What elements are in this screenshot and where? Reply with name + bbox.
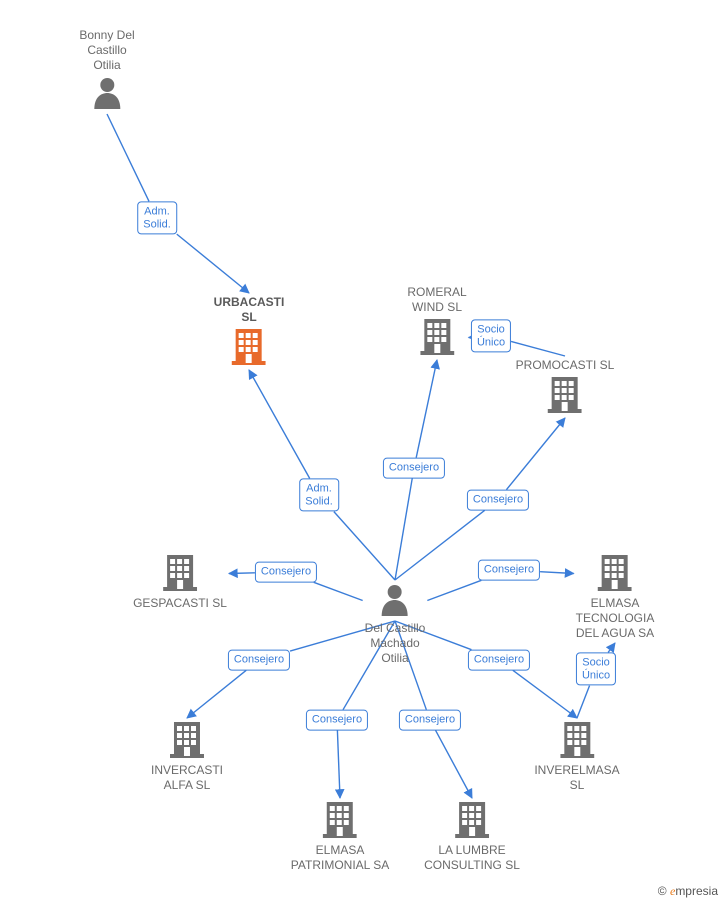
- node-label: INVERCASTI ALFA SL: [151, 763, 223, 793]
- edge-label: Consejero: [478, 560, 540, 581]
- building-icon: [151, 720, 223, 761]
- edge-label: Consejero: [467, 490, 529, 511]
- node-label: PROMOCASTI SL: [516, 358, 615, 373]
- node-bonny[interactable]: Bonny Del Castillo Otilia: [79, 28, 134, 112]
- edge-label: Socio Único: [576, 652, 616, 685]
- node-promocasti[interactable]: PROMOCASTI SL: [516, 358, 615, 416]
- building-icon: [516, 375, 615, 416]
- node-label: GESPACASTI SL: [133, 596, 227, 611]
- copyright-symbol: ©: [658, 884, 667, 898]
- node-elmasatec[interactable]: ELMASA TECNOLOGIA DEL AGUA SA: [576, 553, 655, 641]
- node-romeral[interactable]: ROMERAL WIND SL: [407, 285, 466, 358]
- node-invercasti[interactable]: INVERCASTI ALFA SL: [151, 720, 223, 793]
- node-gespacasti[interactable]: GESPACASTI SL: [133, 553, 227, 611]
- building-icon: [214, 327, 285, 368]
- edge-label: Adm. Solid.: [299, 478, 339, 511]
- node-label: ELMASA TECNOLOGIA DEL AGUA SA: [576, 596, 655, 641]
- node-elmasapat[interactable]: ELMASA PATRIMONIAL SA: [291, 800, 389, 873]
- edge-label: Socio Único: [471, 319, 511, 352]
- node-label: URBACASTI SL: [214, 295, 285, 325]
- node-label: INVERELMASA SL: [534, 763, 619, 793]
- person-icon: [365, 582, 426, 619]
- building-icon: [534, 720, 619, 761]
- building-icon: [424, 800, 520, 841]
- node-lumbre[interactable]: LA LUMBRE CONSULTING SL: [424, 800, 520, 873]
- edge-label: Consejero: [468, 650, 530, 671]
- copyright: © empresia: [658, 884, 718, 899]
- edge-label: Consejero: [255, 562, 317, 583]
- node-label: Del Castillo Machado Otilia: [365, 621, 426, 666]
- node-inverelmasa[interactable]: INVERELMASA SL: [534, 720, 619, 793]
- node-label: LA LUMBRE CONSULTING SL: [424, 843, 520, 873]
- node-label: ROMERAL WIND SL: [407, 285, 466, 315]
- building-icon: [407, 317, 466, 358]
- building-icon: [291, 800, 389, 841]
- node-label: ELMASA PATRIMONIAL SA: [291, 843, 389, 873]
- brand-rest: mpresia: [675, 884, 718, 898]
- edge-label: Consejero: [306, 710, 368, 731]
- diagram-canvas: © empresia Bonny Del Castillo Otilia URBA…: [0, 0, 728, 905]
- building-icon: [576, 553, 655, 594]
- edge-label: Consejero: [399, 710, 461, 731]
- person-icon: [79, 75, 134, 112]
- edge-label: Consejero: [228, 650, 290, 671]
- node-urbacasti[interactable]: URBACASTI SL: [214, 295, 285, 368]
- edge-label: Consejero: [383, 458, 445, 479]
- edge-label: Adm. Solid.: [137, 201, 177, 234]
- node-label: Bonny Del Castillo Otilia: [79, 28, 134, 73]
- building-icon: [133, 553, 227, 594]
- node-center[interactable]: Del Castillo Machado Otilia: [365, 582, 426, 666]
